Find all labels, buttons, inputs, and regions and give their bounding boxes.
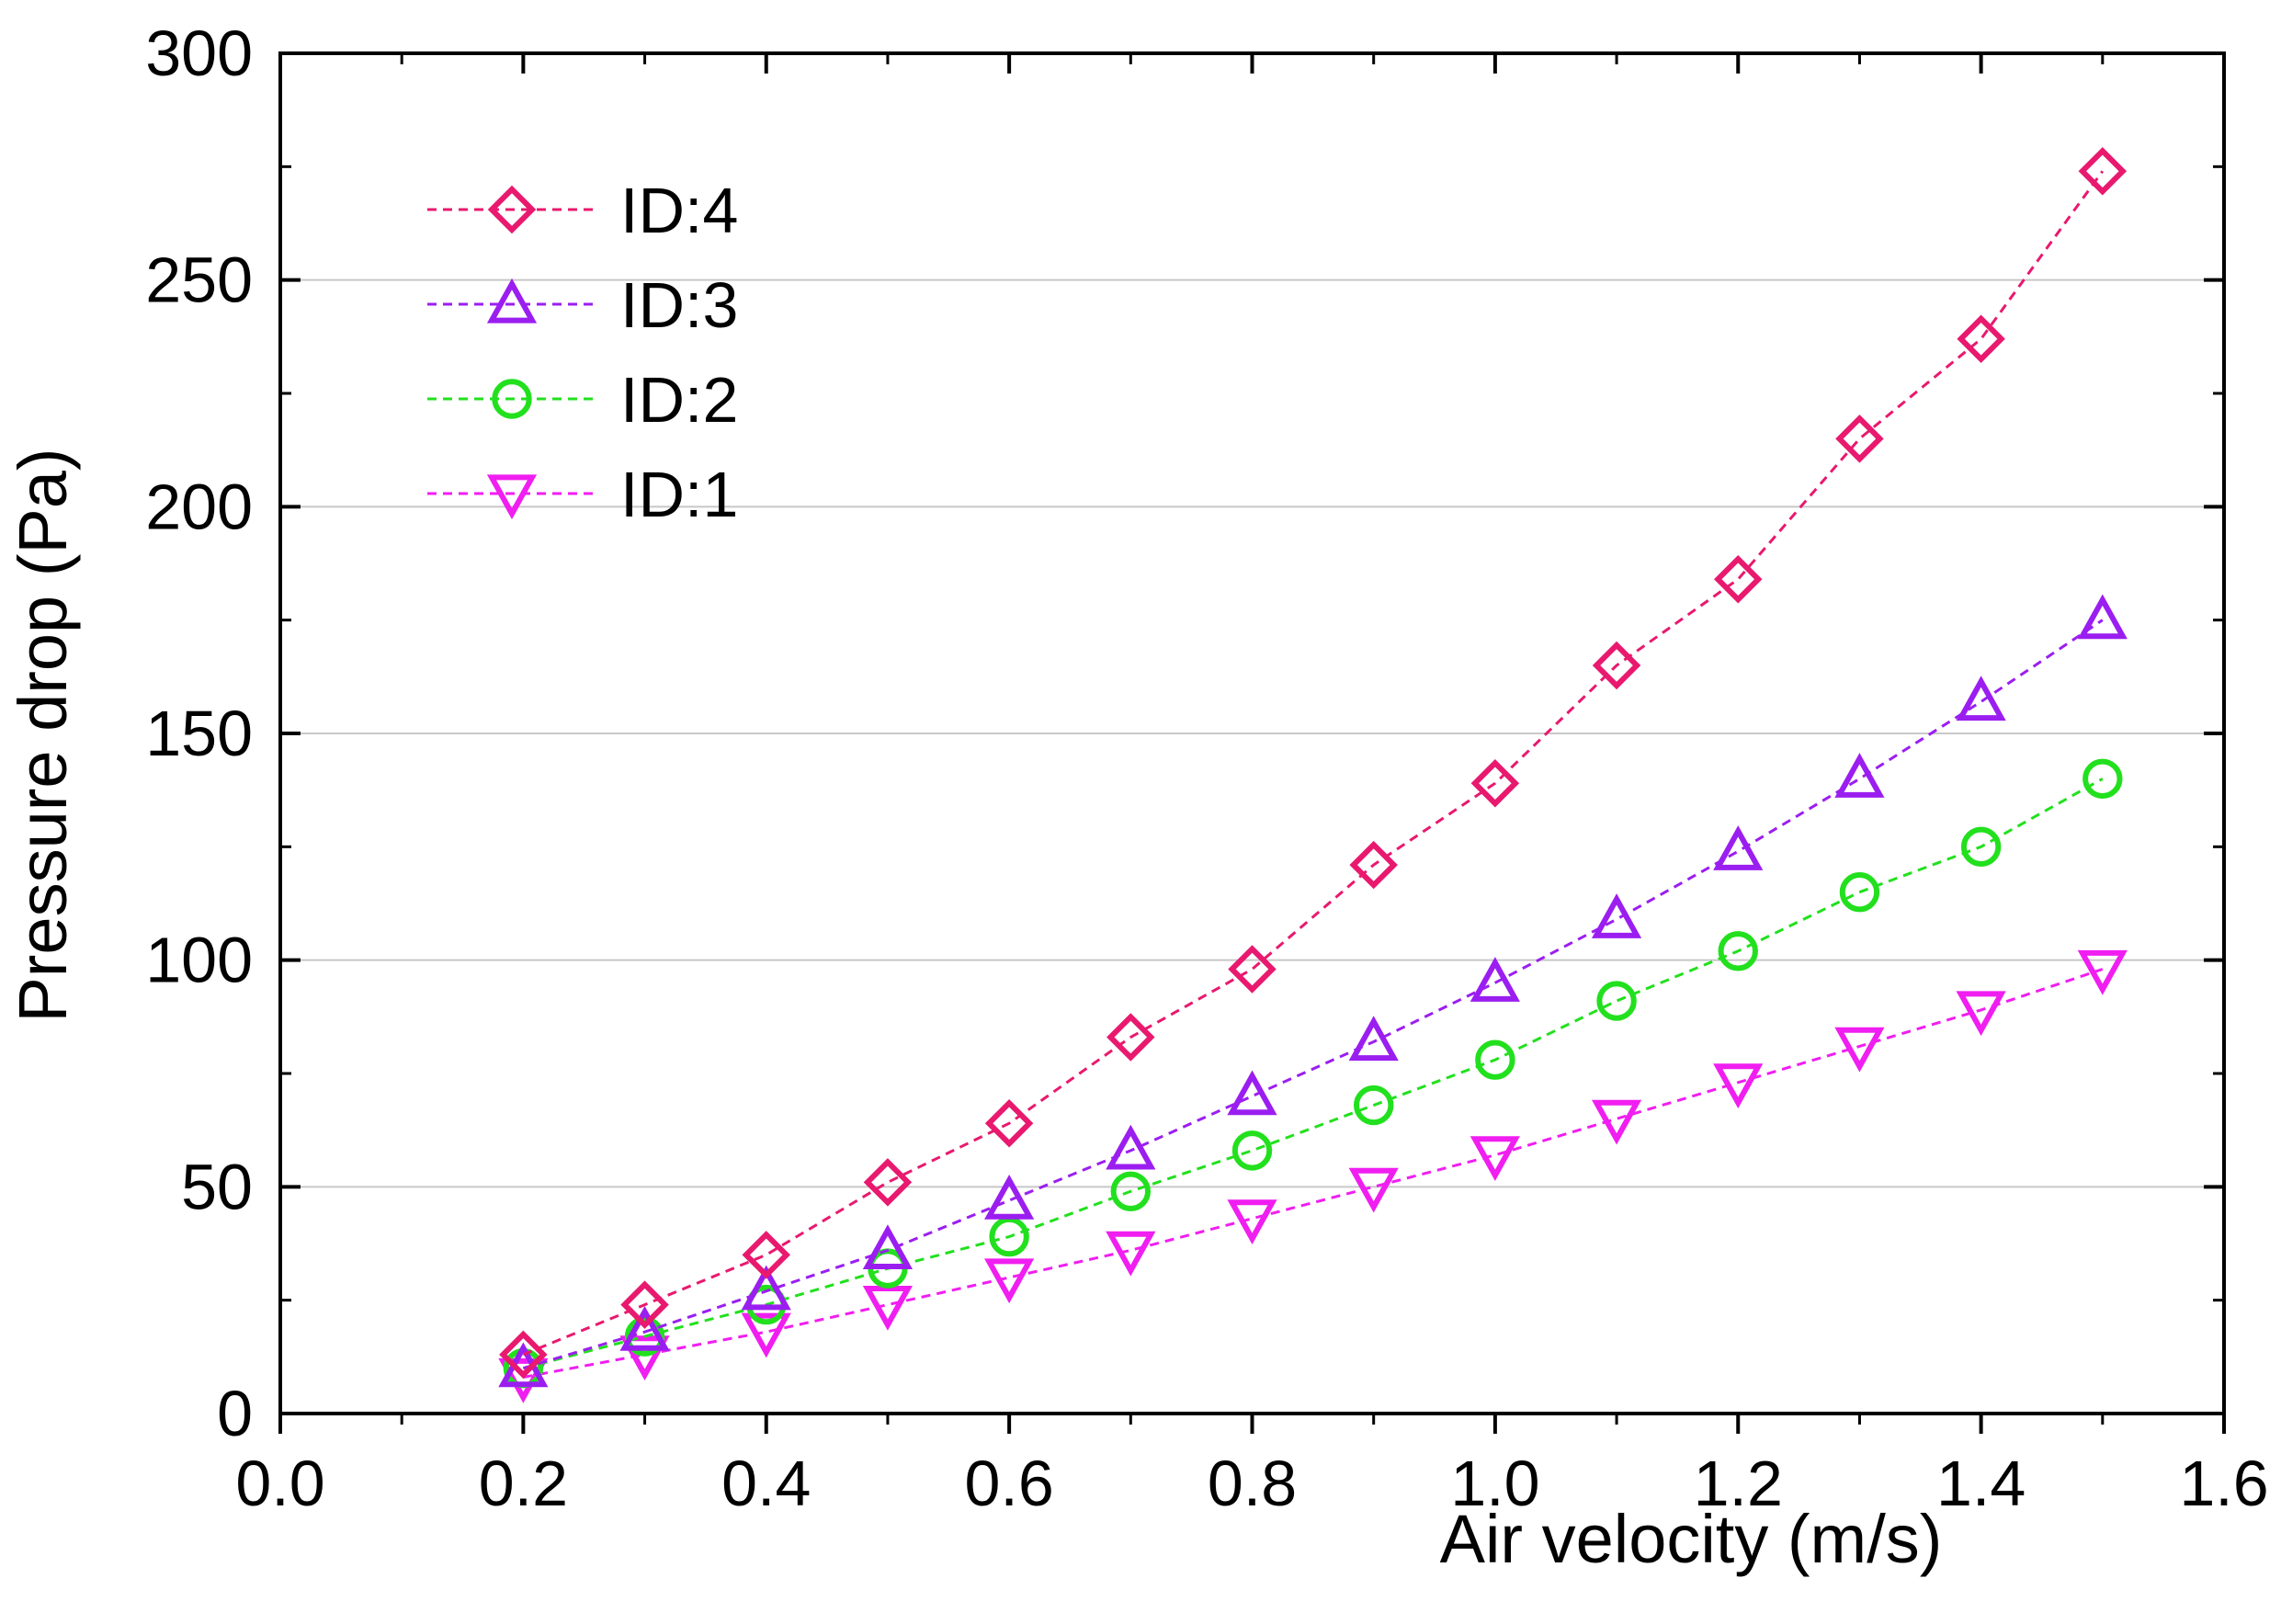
data-point-id-3 xyxy=(1956,676,2006,721)
series-line-id-1 xyxy=(523,968,2104,1380)
legend-marker xyxy=(486,278,538,324)
data-point-id-2 xyxy=(1110,1171,1152,1211)
data-point-id-2 xyxy=(1353,1085,1394,1126)
x-tick-label: 1.2 xyxy=(1694,1448,1783,1519)
y-tick-label: 200 xyxy=(145,471,253,542)
plot-series xyxy=(498,147,2128,1403)
y-tick-label: 300 xyxy=(145,17,253,89)
series-line-id-4 xyxy=(522,170,2105,1357)
legend-label: ID:1 xyxy=(620,459,738,530)
data-point-id-1 xyxy=(1348,1167,1399,1213)
data-point-id-2 xyxy=(989,1216,1029,1257)
data-point-id-1 xyxy=(1591,1099,1642,1145)
data-point-id-1 xyxy=(1106,1231,1156,1277)
data-point-id-4 xyxy=(1106,1013,1155,1062)
legend-label: ID:4 xyxy=(620,175,738,246)
data-point-id-1 xyxy=(1227,1199,1277,1245)
x-tick-label: 1.4 xyxy=(1936,1448,2026,1519)
data-point-id-1 xyxy=(1713,1063,1764,1109)
data-point-id-3 xyxy=(1713,825,1764,870)
data-point-id-4 xyxy=(1349,840,1398,890)
data-point-id-4 xyxy=(2078,147,2128,196)
x-tick-label: 0.4 xyxy=(721,1448,811,1519)
y-tick-label: 250 xyxy=(145,244,253,316)
data-point-id-2 xyxy=(2082,758,2123,800)
data-point-id-3 xyxy=(1106,1124,1156,1170)
data-point-id-1 xyxy=(741,1312,791,1358)
data-point-id-2 xyxy=(1839,871,1880,913)
y-tick-label: 0 xyxy=(217,1378,253,1449)
data-point-id-2 xyxy=(1475,1039,1515,1080)
data-point-id-3 xyxy=(2077,594,2128,640)
y-axis-title: Pressure drop (Pa) xyxy=(5,448,81,1022)
x-tick-label: 0.6 xyxy=(964,1448,1053,1519)
data-point-id-2 xyxy=(1231,1130,1273,1171)
data-point-id-3 xyxy=(1591,893,1642,938)
data-point-id-1 xyxy=(1834,1027,1885,1073)
data-point-id-4 xyxy=(863,1158,913,1207)
legend-label: ID:3 xyxy=(620,269,738,341)
data-point-id-1 xyxy=(2077,949,2128,995)
legend-marker xyxy=(487,185,537,234)
data-point-id-3 xyxy=(741,1265,791,1311)
legend-marker xyxy=(492,379,532,419)
x-tick-label: 1.6 xyxy=(2179,1448,2268,1519)
data-point-id-4 xyxy=(1228,945,1277,994)
data-point-id-1 xyxy=(619,1335,670,1381)
x-tick-label: 0.2 xyxy=(479,1448,568,1519)
data-point-id-4 xyxy=(1957,314,2005,364)
data-point-id-3 xyxy=(619,1306,670,1351)
data-point-id-2 xyxy=(1718,931,1758,971)
y-tick-label: 50 xyxy=(181,1151,253,1222)
data-point-id-3 xyxy=(1470,957,1520,1002)
legend-label: ID:2 xyxy=(620,364,738,436)
data-point-id-4 xyxy=(1470,759,1520,808)
legend-marker xyxy=(486,474,538,520)
data-point-id-1 xyxy=(1956,991,2006,1037)
legend: ID:4 ID:3 ID:2 ID:1 xyxy=(427,175,738,530)
data-point-id-1 xyxy=(984,1258,1035,1304)
gridlines xyxy=(280,278,2224,1188)
data-point-id-2 xyxy=(1960,826,2002,868)
y-tick-label: 150 xyxy=(145,698,253,769)
data-point-id-4 xyxy=(1835,415,1884,463)
data-point-id-2 xyxy=(624,1316,665,1357)
data-point-id-4 xyxy=(984,1099,1034,1148)
data-point-id-3 xyxy=(1227,1070,1277,1116)
data-point-id-3 xyxy=(1834,753,1885,798)
axis-ticks: 0 50 100 150 200 250 300 0.0 0.2 0.4 0.6 0.8 1.0 1.2 1… xyxy=(145,17,2268,1519)
data-point-id-4 xyxy=(742,1231,790,1279)
data-point-id-4 xyxy=(1592,641,1641,690)
data-point-id-4 xyxy=(620,1280,669,1329)
data-point-id-3 xyxy=(984,1174,1035,1220)
data-point-id-3 xyxy=(862,1224,914,1269)
x-axis-title: Air velocity (m/s) xyxy=(1440,1501,1943,1577)
data-point-id-4 xyxy=(1714,555,1763,604)
x-tick-label: 1.0 xyxy=(1450,1448,1539,1519)
data-point-id-1 xyxy=(862,1286,914,1331)
y-tick-label: 100 xyxy=(145,925,253,996)
data-point-id-3 xyxy=(1348,1016,1399,1062)
data-point-id-1 xyxy=(1470,1136,1520,1181)
series-line-id-2 xyxy=(522,778,2104,1370)
data-point-id-4 xyxy=(499,1330,548,1380)
x-tick-label: 0.0 xyxy=(235,1448,324,1519)
data-point-id-2 xyxy=(1596,981,1637,1021)
x-tick-label: 0.8 xyxy=(1208,1448,1297,1519)
